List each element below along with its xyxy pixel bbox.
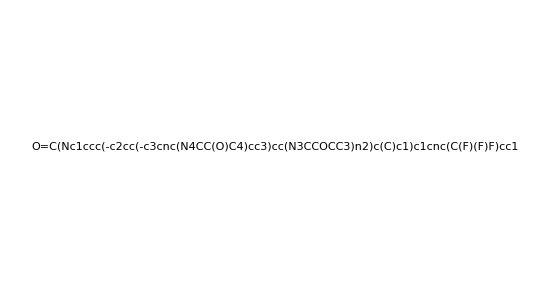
Text: O=C(Nc1ccc(-c2cc(-c3cnc(N4CC(O)C4)cc3)cc(N3CCOCC3)n2)c(C)c1)c1cnc(C(F)(F)F)cc1: O=C(Nc1ccc(-c2cc(-c3cnc(N4CC(O)C4)cc3)cc… — [31, 142, 518, 151]
